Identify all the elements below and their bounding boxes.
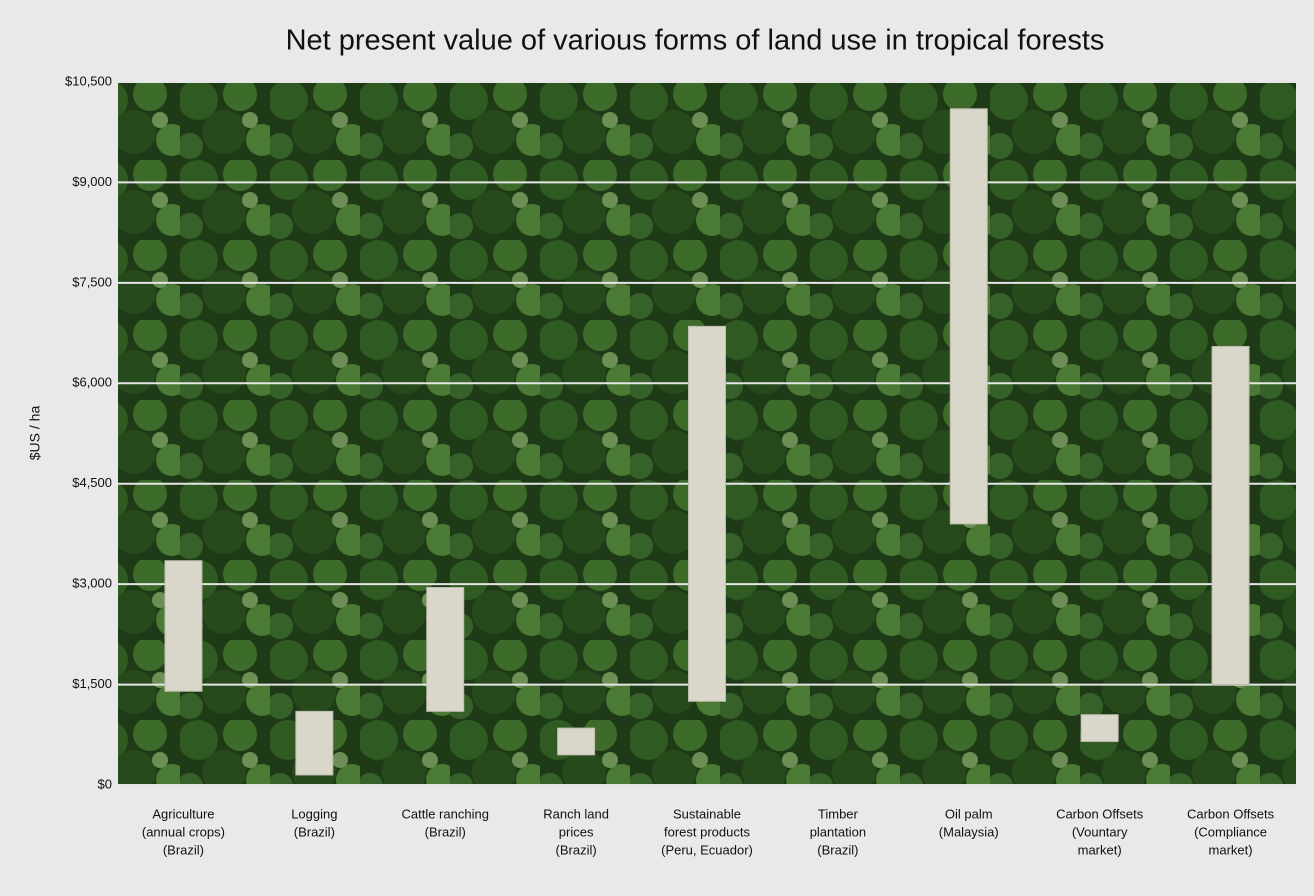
- x-tick-label: (Peru, Ecuador): [661, 842, 753, 857]
- chart: Net present value of various forms of la…: [0, 0, 1314, 891]
- x-tick-label: Cattle ranching: [401, 806, 488, 821]
- x-tick-label: Ranch land: [543, 806, 609, 821]
- x-tick-label: (Brazil): [556, 842, 597, 857]
- x-tick-label: Oil palm: [945, 806, 993, 821]
- x-tick-label: market): [1078, 842, 1122, 857]
- y-tick-label: $4,500: [72, 475, 112, 490]
- x-tick-label: market): [1209, 842, 1253, 857]
- y-axis-label: $US / ha: [27, 406, 43, 461]
- bar: [689, 326, 726, 701]
- x-tick-label: Timber: [818, 806, 859, 821]
- page: {"chart_data": { "type": "floating-bar",…: [0, 0, 1314, 891]
- x-tick-label: (Brazil): [294, 824, 335, 839]
- y-tick-label: $6,000: [72, 375, 112, 390]
- bar: [165, 561, 202, 692]
- x-tick-label: Sustainable: [673, 806, 741, 821]
- x-tick-label: (Brazil): [817, 842, 858, 857]
- y-tick-label: $0: [98, 776, 112, 791]
- x-tick-label: Agriculture: [152, 806, 214, 821]
- x-tick-label: prices: [559, 824, 594, 839]
- y-tick-label: $3,000: [72, 576, 112, 591]
- x-tick-label: (Malaysia): [939, 824, 999, 839]
- y-tick-label: $10,500: [65, 73, 112, 88]
- y-tick-label: $1,500: [72, 676, 112, 691]
- y-tick-label: $7,500: [72, 274, 112, 289]
- bar: [950, 109, 987, 524]
- y-tick-label: $9,000: [72, 174, 112, 189]
- bar: [1081, 715, 1118, 742]
- x-tick-label: (Compliance: [1194, 824, 1267, 839]
- x-tick-label: (Brazil): [163, 842, 204, 857]
- x-tick-label: (Brazil): [425, 824, 466, 839]
- x-tick-label: (Vountary: [1072, 824, 1128, 839]
- x-tick-label: Logging: [291, 806, 337, 821]
- bar: [296, 711, 333, 775]
- bar: [1212, 346, 1249, 684]
- x-tick-label: forest products: [664, 824, 750, 839]
- x-tick-label: plantation: [810, 824, 866, 839]
- chart-title: Net present value of various forms of la…: [286, 25, 1105, 57]
- x-tick-label: (annual crops): [142, 824, 225, 839]
- x-tick-label: Carbon Offsets: [1187, 806, 1275, 821]
- x-tick-label: Carbon Offsets: [1056, 806, 1144, 821]
- bar: [558, 728, 595, 755]
- bar: [427, 587, 464, 711]
